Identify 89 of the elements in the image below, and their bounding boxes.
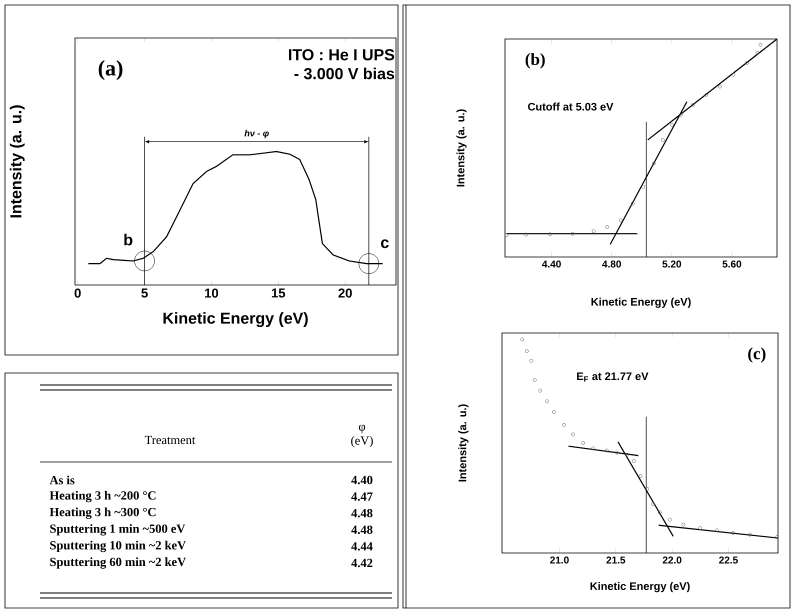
point	[641, 184, 646, 189]
annotation: b	[124, 234, 132, 246]
point	[630, 202, 635, 206]
text: 4.42	[351, 558, 372, 568]
point	[591, 446, 596, 450]
point	[538, 388, 542, 393]
x-tick-label: 20	[338, 288, 352, 298]
point	[658, 510, 662, 514]
annotation: (c)	[748, 347, 766, 363]
point	[748, 532, 752, 536]
text: 4.40	[351, 476, 372, 484]
point	[660, 138, 665, 142]
text: Treatment	[144, 436, 196, 444]
point	[618, 218, 623, 222]
x-tick-label: 15	[272, 288, 286, 298]
x-tick-label: 22.5	[719, 556, 738, 564]
point	[651, 502, 655, 506]
text: φ (eV)	[351, 424, 373, 448]
point	[745, 61, 749, 65]
x-tick-label: 21.5	[606, 556, 626, 564]
x-tick-label: 21.0	[550, 556, 569, 564]
point	[552, 410, 556, 414]
point	[682, 522, 686, 526]
point	[756, 51, 760, 55]
point	[632, 459, 636, 463]
point	[758, 42, 762, 47]
text: - 3.000 V bias	[294, 68, 394, 80]
x-tick-label: 4.80	[602, 260, 621, 268]
point	[548, 232, 552, 236]
category-label: Sputtering 60 min ~2 keV	[50, 557, 186, 569]
point	[652, 162, 656, 166]
point	[645, 487, 650, 491]
point	[715, 528, 720, 532]
point	[691, 102, 695, 107]
y-axis-title: Intensity (a. u.)	[456, 109, 467, 186]
point	[604, 448, 609, 452]
point	[718, 84, 722, 88]
point	[698, 526, 702, 530]
point	[520, 338, 524, 342]
point	[571, 432, 575, 436]
x-tick-label: 10	[205, 288, 218, 298]
point	[605, 225, 610, 229]
text: (a)	[98, 60, 122, 80]
point	[670, 123, 674, 127]
x-axis-title: Kinetic Energy (eV)	[590, 582, 690, 592]
category-label: Heating 3 h ~200 °C	[50, 490, 156, 502]
point	[678, 113, 683, 117]
text: hν - φ	[244, 130, 269, 138]
annotation: Cutoff at 5.03 eV	[528, 102, 614, 111]
point	[732, 72, 736, 77]
point	[524, 232, 528, 236]
text: ITO : He I UPS	[288, 49, 394, 60]
point	[638, 474, 642, 478]
point	[524, 349, 529, 353]
point	[615, 450, 619, 454]
category-label: Heating 3 h ~300 °C	[50, 508, 156, 519]
point	[570, 232, 574, 236]
point	[625, 452, 629, 457]
x-tick-label: 4.40	[542, 260, 561, 268]
x-tick-label: 0	[74, 288, 81, 298]
text: 4.48	[351, 526, 372, 534]
x-axis-title: Kinetic Energy (eV)	[163, 312, 308, 328]
point	[562, 423, 566, 427]
point	[731, 531, 735, 535]
text: 4.48	[351, 508, 372, 518]
annotation: (b)	[526, 53, 545, 68]
annotation: c	[380, 239, 389, 248]
category-label: Sputtering 10 min ~2 keV	[50, 540, 186, 552]
text: 4.47	[351, 492, 373, 501]
x-axis-title: Kinetic Energy (eV)	[592, 298, 691, 308]
point	[545, 400, 549, 404]
point	[668, 518, 672, 522]
annotation: E$_{F}$ at 21.77 eV	[577, 372, 648, 382]
category-label: Sputtering 1 min ~500 eV	[50, 524, 186, 536]
point	[532, 378, 537, 382]
x-tick-label: 5	[141, 288, 148, 298]
point	[704, 92, 708, 97]
x-tick-label: 5.60	[722, 260, 742, 268]
point	[581, 441, 585, 445]
x-tick-label: 22.0	[662, 556, 682, 564]
category-label: As is	[50, 476, 74, 484]
text: 4.44	[351, 542, 373, 551]
point	[775, 535, 779, 539]
point	[529, 358, 534, 363]
y-axis-title: Intensity (a. u.)	[458, 404, 468, 482]
point	[504, 233, 508, 238]
point	[592, 229, 596, 234]
x-tick-label: 5.20	[662, 260, 682, 268]
y-axis-title: Intensity (a. u.)	[10, 105, 25, 218]
